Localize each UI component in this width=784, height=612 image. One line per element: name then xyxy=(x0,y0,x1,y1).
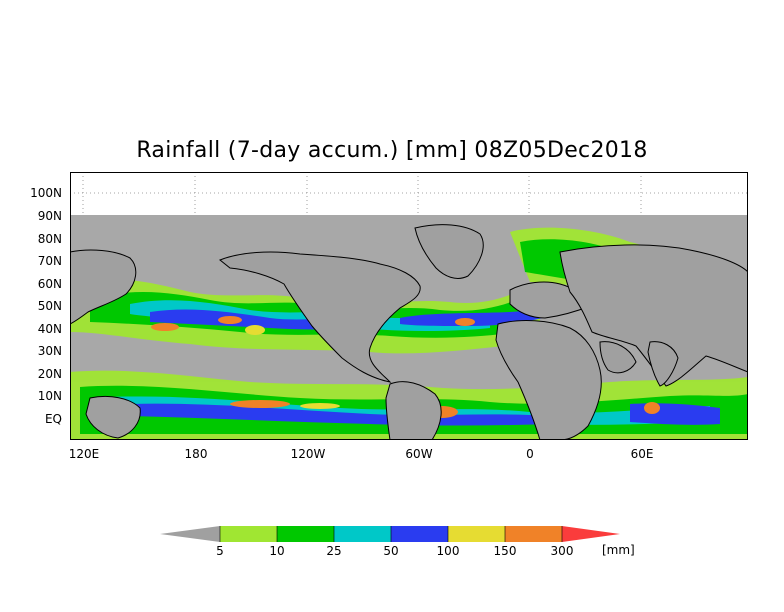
y-tick-80n: 80N xyxy=(37,232,62,246)
color-bar-c3 xyxy=(334,526,391,542)
y-tick-100n: 100N xyxy=(30,186,62,200)
legend-label-300: 300 xyxy=(550,544,574,558)
legend-label-150: 150 xyxy=(493,544,517,558)
color-bar-c4 xyxy=(391,526,448,542)
y-tick-60n: 60N xyxy=(37,277,62,291)
y-tick-90n: 90N xyxy=(37,209,62,223)
y-tick-30n: 30N xyxy=(37,344,62,358)
color-bar-above xyxy=(562,526,620,542)
legend-label-50: 50 xyxy=(383,544,399,558)
continent-outlines xyxy=(70,224,748,440)
color-bar-c1 xyxy=(220,526,277,542)
map-frame xyxy=(70,172,748,440)
legend-label-5: 5 xyxy=(216,544,224,558)
color-bar-c5 xyxy=(448,526,505,542)
legend-label-10: 10 xyxy=(269,544,285,558)
y-tick-eq: EQ xyxy=(44,412,62,426)
x-tick-120e: 120E xyxy=(68,447,100,461)
x-tick-120w: 120W xyxy=(290,447,326,461)
y-tick-70n: 70N xyxy=(37,254,62,268)
x-tick-60w: 60W xyxy=(405,447,433,461)
y-tick-10n: 10N xyxy=(37,389,62,403)
y-tick-40n: 40N xyxy=(37,322,62,336)
graticule xyxy=(70,172,748,215)
legend-label-25: 25 xyxy=(326,544,342,558)
x-tick-0: 0 xyxy=(526,447,534,461)
x-tick-60e: 60E xyxy=(630,447,654,461)
color-bar-below xyxy=(160,526,220,542)
x-tick-180: 180 xyxy=(184,447,208,461)
rainfall-map xyxy=(70,172,748,440)
map-title: Rainfall (7-day accum.) [mm] 08Z05Dec201… xyxy=(136,138,648,163)
polar-blank-area xyxy=(70,172,748,215)
color-bar-dividers xyxy=(219,526,563,542)
y-tick-20n: 20N xyxy=(37,367,62,381)
legend-label-100: 100 xyxy=(436,544,460,558)
color-bar-c2 xyxy=(277,526,334,542)
color-bar-c6 xyxy=(505,526,562,542)
color-bar-svg xyxy=(160,526,620,542)
color-bar-legend xyxy=(160,524,630,544)
y-tick-50n: 50N xyxy=(37,299,62,313)
legend-unit: [mm] xyxy=(602,543,635,557)
rainfall-map-svg xyxy=(70,172,748,440)
